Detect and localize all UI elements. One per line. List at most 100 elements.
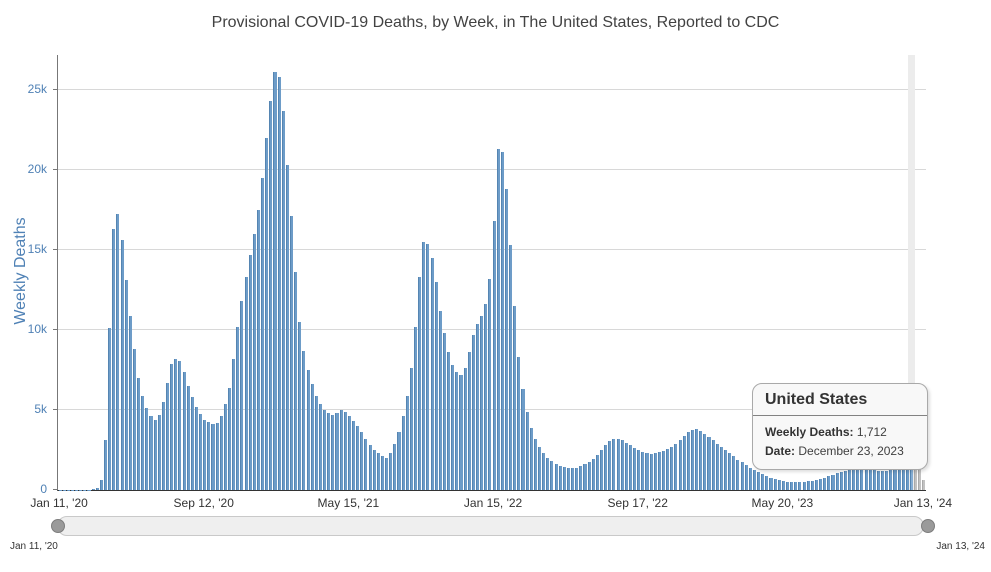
bar[interactable]: [265, 138, 269, 490]
bar[interactable]: [744, 465, 748, 490]
bar[interactable]: [273, 72, 277, 490]
bar[interactable]: [860, 469, 864, 490]
bar[interactable]: [405, 395, 409, 490]
bar[interactable]: [91, 489, 95, 490]
bar[interactable]: [199, 414, 203, 490]
bar[interactable]: [571, 468, 575, 490]
bar[interactable]: [612, 439, 616, 490]
bar[interactable]: [70, 489, 74, 490]
bar[interactable]: [413, 326, 418, 490]
plot-area[interactable]: [53, 55, 926, 491]
bar[interactable]: [872, 470, 876, 490]
bar[interactable]: [244, 277, 248, 490]
bar[interactable]: [847, 470, 852, 490]
bar[interactable]: [575, 467, 579, 490]
bar[interactable]: [475, 323, 480, 490]
bar[interactable]: [351, 421, 356, 490]
bar[interactable]: [554, 463, 558, 490]
bar[interactable]: [666, 449, 670, 490]
bar[interactable]: [835, 473, 839, 490]
bar[interactable]: [343, 411, 347, 490]
bar[interactable]: [496, 149, 500, 490]
bar[interactable]: [112, 229, 116, 490]
bar[interactable]: [447, 352, 451, 490]
bar[interactable]: [261, 178, 265, 490]
bar[interactable]: [843, 470, 847, 490]
bar[interactable]: [108, 328, 112, 490]
bar[interactable]: [794, 482, 798, 490]
bar[interactable]: [190, 397, 194, 490]
bar[interactable]: [500, 152, 504, 490]
bar[interactable]: [285, 165, 289, 490]
bar[interactable]: [426, 243, 430, 490]
bar[interactable]: [533, 438, 537, 490]
bar[interactable]: [194, 406, 198, 490]
bar[interactable]: [678, 440, 682, 490]
bar[interactable]: [550, 461, 554, 490]
bar[interactable]: [810, 480, 814, 490]
bar[interactable]: [517, 357, 521, 490]
bar[interactable]: [599, 450, 604, 490]
bar[interactable]: [488, 278, 492, 490]
bar[interactable]: [736, 459, 740, 490]
bar[interactable]: [223, 403, 227, 490]
bar[interactable]: [864, 469, 868, 490]
bar[interactable]: [339, 410, 343, 490]
bar[interactable]: [616, 438, 620, 490]
bar[interactable]: [289, 216, 294, 490]
bar[interactable]: [356, 426, 360, 490]
bar[interactable]: [256, 210, 260, 490]
bar[interactable]: [376, 453, 380, 490]
bar[interactable]: [157, 414, 161, 490]
bar[interactable]: [591, 458, 595, 490]
bar[interactable]: [885, 470, 889, 490]
bar[interactable]: [558, 465, 562, 490]
bar[interactable]: [211, 423, 215, 490]
bar[interactable]: [380, 456, 384, 490]
bar[interactable]: [790, 482, 794, 490]
bar[interactable]: [831, 474, 835, 490]
bar[interactable]: [670, 446, 674, 490]
bar[interactable]: [277, 77, 281, 490]
bar[interactable]: [103, 440, 108, 490]
bar[interactable]: [132, 349, 136, 490]
bar[interactable]: [389, 453, 393, 490]
bar[interactable]: [137, 378, 141, 490]
bar[interactable]: [203, 419, 207, 490]
bar[interactable]: [645, 453, 649, 490]
bar[interactable]: [145, 408, 149, 490]
bar[interactable]: [674, 443, 678, 490]
bar[interactable]: [463, 368, 467, 490]
bar[interactable]: [699, 430, 703, 490]
bar[interactable]: [682, 436, 686, 490]
bar[interactable]: [703, 434, 707, 490]
bar[interactable]: [409, 368, 413, 490]
bar[interactable]: [310, 384, 314, 490]
bar[interactable]: [174, 358, 178, 490]
bar[interactable]: [690, 429, 694, 490]
bar[interactable]: [819, 478, 823, 490]
bar[interactable]: [814, 479, 818, 490]
bar[interactable]: [455, 371, 459, 490]
bar[interactable]: [641, 451, 645, 490]
bar[interactable]: [240, 301, 244, 490]
bar[interactable]: [719, 446, 723, 490]
bar[interactable]: [798, 482, 802, 490]
bar[interactable]: [219, 416, 223, 490]
bar[interactable]: [881, 470, 885, 490]
bar[interactable]: [728, 453, 732, 490]
bar[interactable]: [583, 464, 587, 490]
bar[interactable]: [120, 240, 124, 490]
bar[interactable]: [149, 416, 153, 490]
bar[interactable]: [95, 488, 99, 490]
bar[interactable]: [525, 411, 529, 490]
bar[interactable]: [182, 371, 186, 490]
bar[interactable]: [868, 470, 872, 490]
bar[interactable]: [207, 422, 211, 490]
bar[interactable]: [620, 440, 624, 490]
bar[interactable]: [318, 403, 322, 490]
bar[interactable]: [752, 470, 756, 490]
bar[interactable]: [889, 470, 893, 490]
bar[interactable]: [306, 370, 310, 490]
bar-incomplete[interactable]: [922, 479, 926, 490]
